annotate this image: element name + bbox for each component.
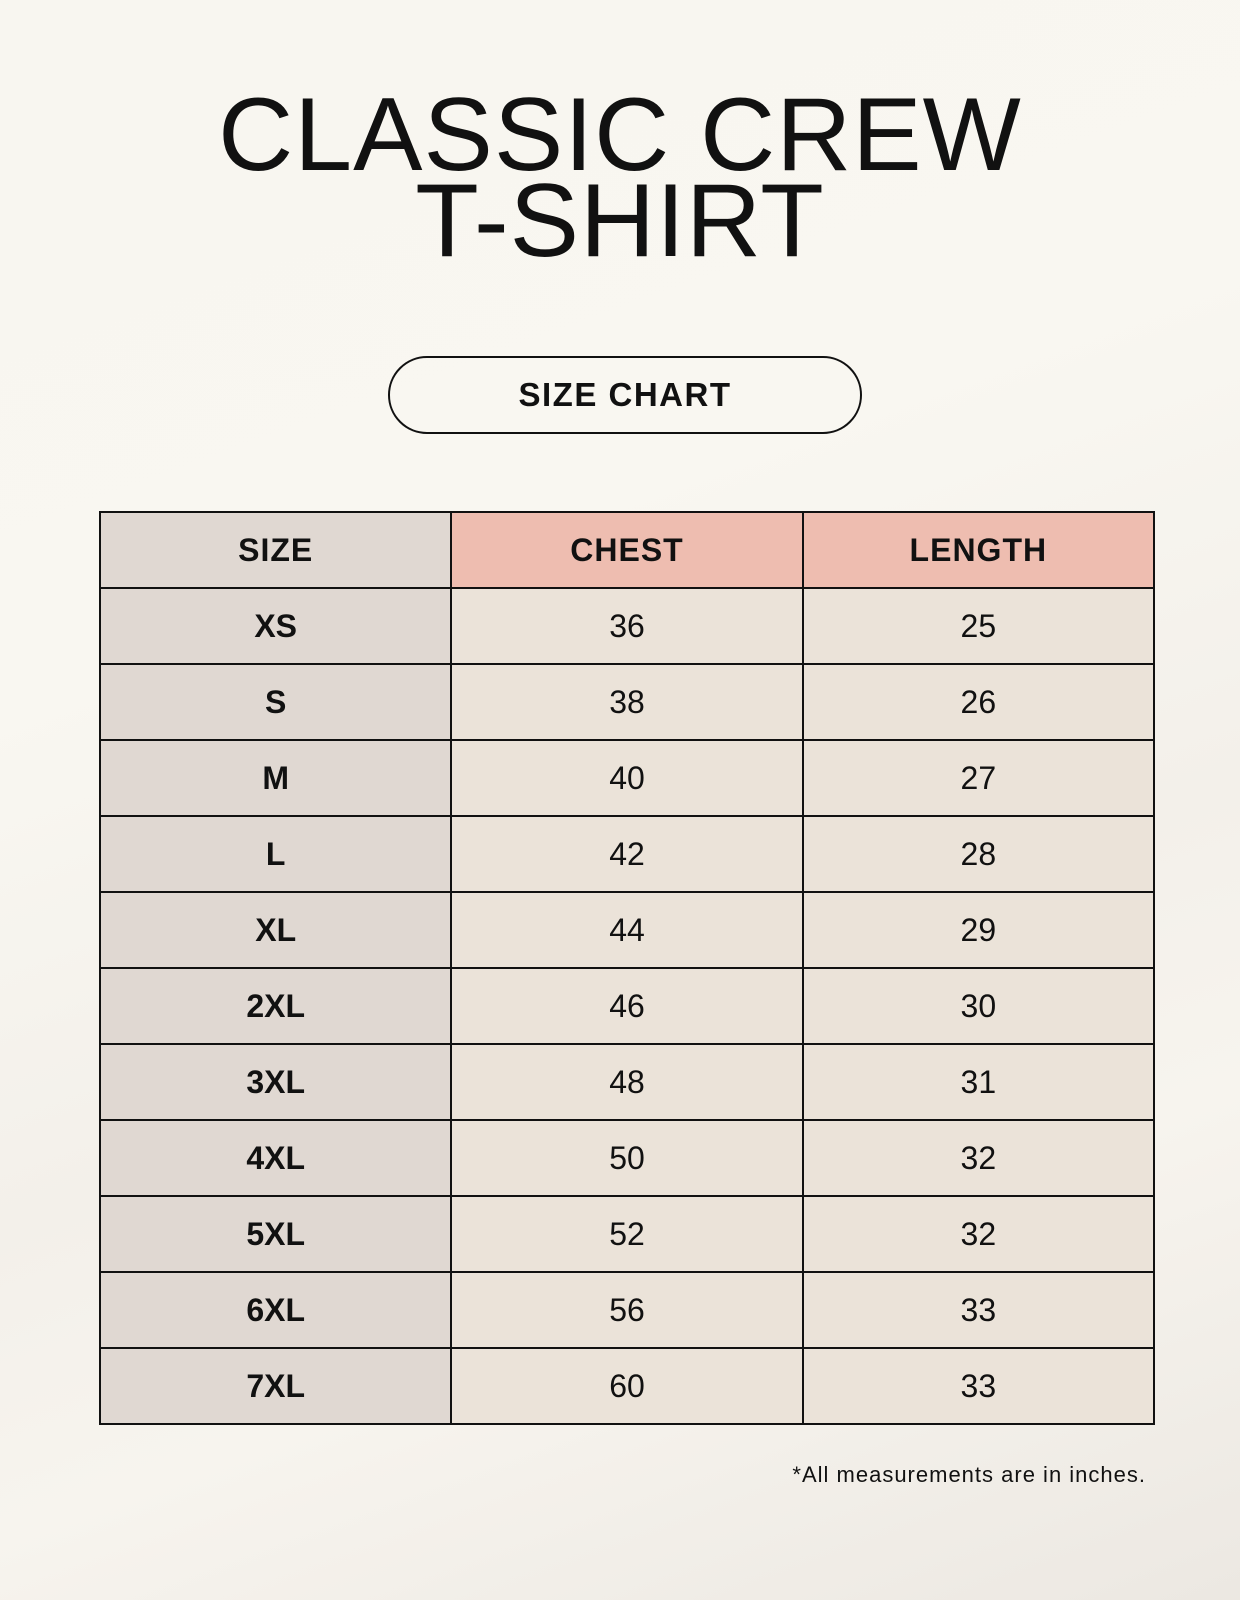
- header-row: SIZE CHEST LENGTH: [98, 511, 1156, 589]
- size-cell: 4XL: [98, 1119, 453, 1197]
- table-row: 5XL 52 32: [98, 1195, 1156, 1273]
- length-cell: 33: [801, 1271, 1156, 1349]
- table-row: XS 36 25: [98, 587, 1156, 665]
- table-row: 3XL 48 31: [98, 1043, 1156, 1121]
- size-cell: 2XL: [98, 967, 453, 1045]
- size-cell: M: [98, 739, 453, 817]
- length-cell: 26: [801, 663, 1156, 741]
- size-cell: 5XL: [98, 1195, 453, 1273]
- length-cell: 25: [801, 587, 1156, 665]
- chest-cell: 40: [450, 739, 804, 817]
- chest-cell: 56: [450, 1271, 804, 1349]
- table-row: 7XL 60 33: [98, 1347, 1156, 1425]
- size-cell: 6XL: [98, 1271, 453, 1349]
- chest-cell: 38: [450, 663, 804, 741]
- chest-cell: 42: [450, 815, 804, 893]
- size-table: SIZE CHEST LENGTH XS 36 25 S 38 26 M 40 27 L 42 28 X…: [98, 511, 1156, 1425]
- chest-cell: 52: [450, 1195, 804, 1273]
- size-chart-badge: SIZE CHART: [388, 356, 862, 434]
- table-row: XL 44 29: [98, 891, 1156, 969]
- length-cell: 33: [801, 1347, 1156, 1425]
- size-cell: 7XL: [98, 1347, 453, 1425]
- table-row: S 38 26: [98, 663, 1156, 741]
- length-cell: 30: [801, 967, 1156, 1045]
- length-cell: 32: [801, 1119, 1156, 1197]
- title-line-1: CLASSIC CREW: [218, 77, 1022, 193]
- table-row: L 42 28: [98, 815, 1156, 893]
- header-chest: CHEST: [450, 511, 804, 589]
- size-cell: 3XL: [98, 1043, 453, 1121]
- table-row: 4XL 50 32: [98, 1119, 1156, 1197]
- size-cell: XS: [98, 587, 453, 665]
- length-cell: 32: [801, 1195, 1156, 1273]
- chest-cell: 46: [450, 967, 804, 1045]
- size-cell: XL: [98, 891, 453, 969]
- header-length: LENGTH: [801, 511, 1156, 589]
- footnote: *All measurements are in inches.: [792, 1462, 1146, 1487]
- table-row: 2XL 46 30: [98, 967, 1156, 1045]
- size-cell: S: [98, 663, 453, 741]
- length-cell: 28: [801, 815, 1156, 893]
- length-cell: 31: [801, 1043, 1156, 1121]
- table-row: 6XL 56 33: [98, 1271, 1156, 1349]
- page-title: CLASSIC CREW T-SHIRT: [0, 77, 1240, 279]
- size-cell: L: [98, 815, 453, 893]
- chest-cell: 48: [450, 1043, 804, 1121]
- length-cell: 27: [801, 739, 1156, 817]
- header-size: SIZE: [98, 511, 453, 589]
- table-row: M 40 27: [98, 739, 1156, 817]
- chest-cell: 44: [450, 891, 804, 969]
- chest-cell: 50: [450, 1119, 804, 1197]
- title-line-2: T-SHIRT: [415, 163, 825, 279]
- chest-cell: 60: [450, 1347, 804, 1425]
- chest-cell: 36: [450, 587, 804, 665]
- length-cell: 29: [801, 891, 1156, 969]
